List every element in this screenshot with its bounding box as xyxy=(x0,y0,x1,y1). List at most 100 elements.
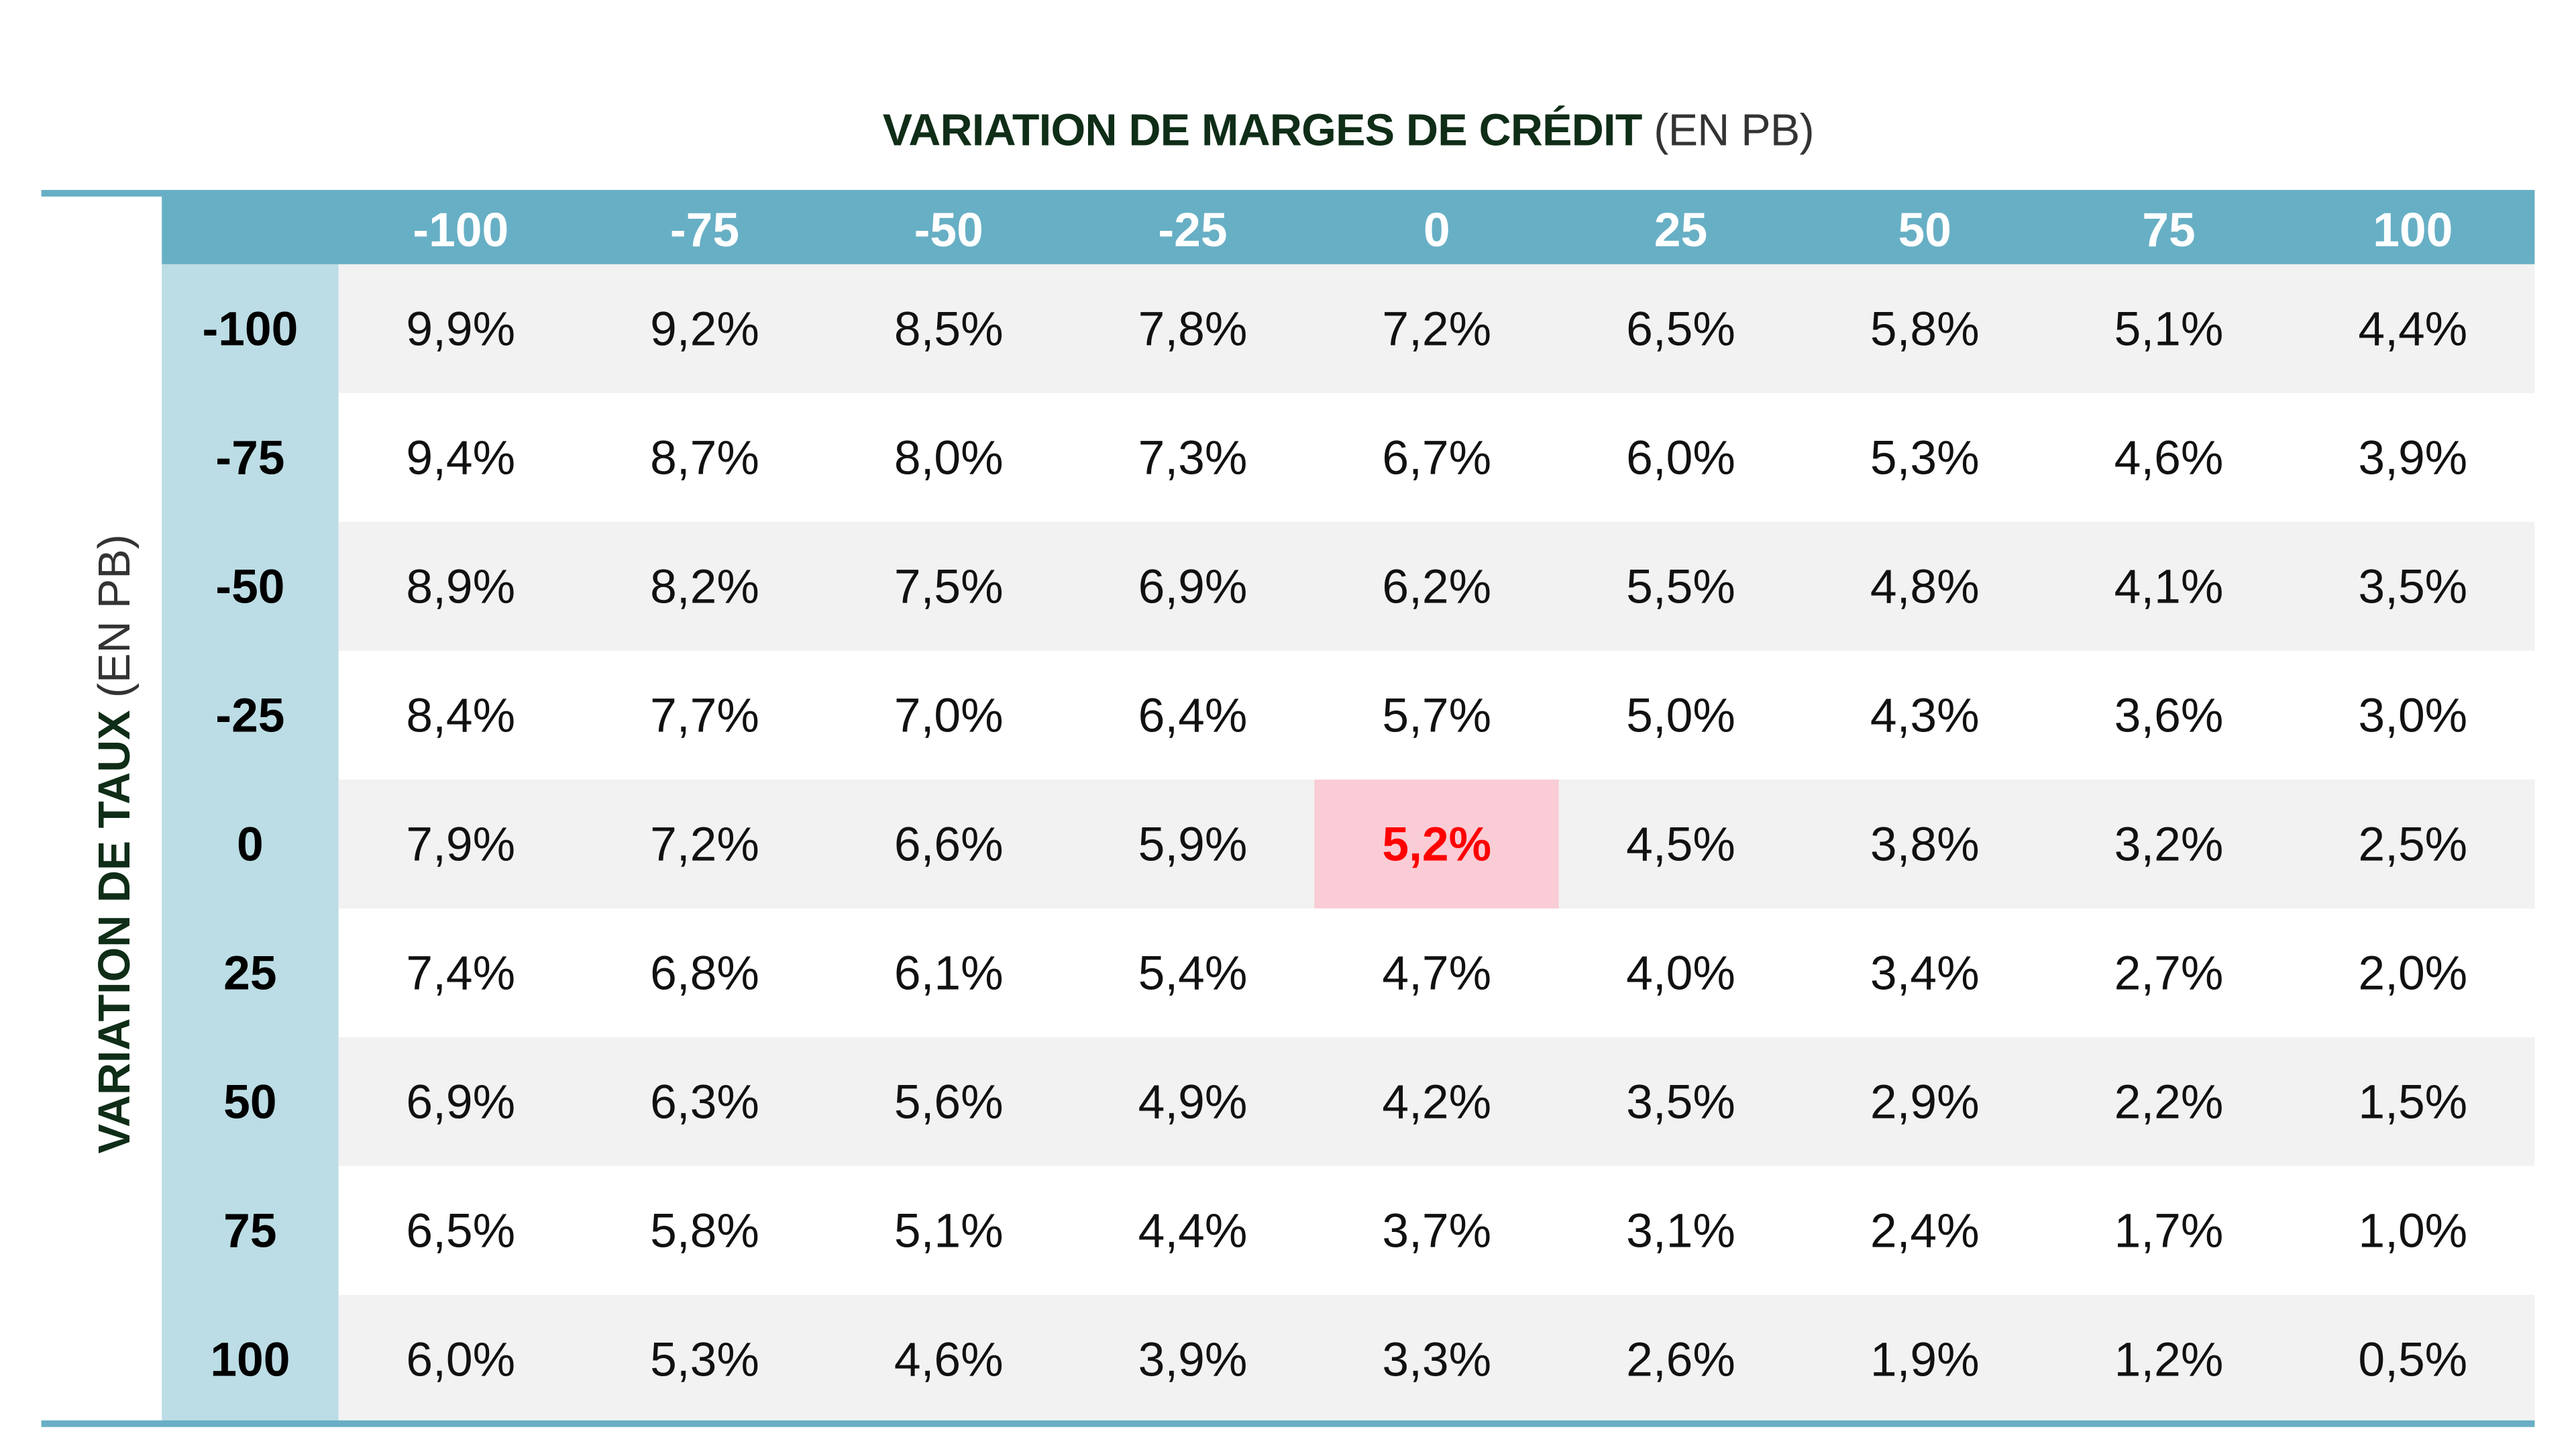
table-cell: 3,1% xyxy=(1626,1205,1735,1259)
table-cell: 6,7% xyxy=(1382,432,1492,486)
table-cell: 9,2% xyxy=(650,303,759,357)
table-cell: 1,9% xyxy=(1870,1334,1980,1388)
table-cell: 6,0% xyxy=(406,1334,516,1388)
table-cell: 7,9% xyxy=(406,819,516,872)
table-cell: 8,0% xyxy=(894,432,1004,486)
table-cell: 4,3% xyxy=(1870,690,1980,743)
table-cell: 4,5% xyxy=(1626,819,1735,872)
table-cell: 2,6% xyxy=(1626,1334,1735,1388)
table-cell: 3,8% xyxy=(1870,819,1980,872)
table-cell: 5,6% xyxy=(894,1076,1004,1130)
column-header: 0 xyxy=(1423,205,1450,258)
column-header: -75 xyxy=(669,205,740,258)
table-cell: 2,0% xyxy=(2358,947,2468,1001)
table-cell: 5,3% xyxy=(650,1334,759,1388)
table-cell: 6,6% xyxy=(894,819,1004,872)
table-cell: 3,4% xyxy=(1870,947,1980,1001)
table-cell: 6,4% xyxy=(1138,690,1248,743)
table-cell: 3,5% xyxy=(1626,1076,1735,1130)
table-cell: 4,0% xyxy=(1626,947,1735,1001)
table-cell: 8,2% xyxy=(650,561,759,615)
table-cell: 1,5% xyxy=(2358,1076,2468,1130)
table-row: 7,4% 6,8% 6,1% 5,4% 4,7% 4,0% 3,4% 2,7% 2,0% xyxy=(339,909,2535,1037)
table-cell: 5,5% xyxy=(1626,561,1735,615)
bottom-rule xyxy=(41,1420,2535,1427)
table-cell: 6,5% xyxy=(406,1205,516,1259)
row-header: -50 xyxy=(215,561,285,615)
table-cell: 8,5% xyxy=(894,303,1004,357)
table-cell: 3,2% xyxy=(2114,819,2224,872)
table-cell: 8,7% xyxy=(650,432,759,486)
row-header: 50 xyxy=(223,1076,277,1130)
table-row: 6,5% 5,8% 5,1% 4,4% 3,7% 3,1% 2,4% 1,7% 1,0% xyxy=(339,1166,2535,1295)
table-cell: 4,4% xyxy=(2358,303,2468,357)
table-cell: 5,3% xyxy=(1870,432,1980,486)
table-cell: 7,8% xyxy=(1138,303,1248,357)
table-cell: 2,9% xyxy=(1870,1076,1980,1130)
column-axis-title-bold: VARIATION DE MARGES DE CRÉDIT xyxy=(882,105,1643,156)
table-cell: 5,4% xyxy=(1138,947,1248,1001)
table-row: 9,4% 8,7% 8,0% 7,3% 6,7% 6,0% 5,3% 4,6% 3,9% xyxy=(339,393,2535,522)
table-cell: 4,8% xyxy=(1870,561,1980,615)
column-header: -25 xyxy=(1158,205,1228,258)
table-cell: 9,4% xyxy=(406,432,516,486)
table-cell: 7,4% xyxy=(406,947,516,1001)
table-cell: 5,8% xyxy=(1870,303,1980,357)
column-axis-title-unit: (EN PB) xyxy=(1642,105,1814,156)
table-cell: 6,8% xyxy=(650,947,759,1001)
table-cell: 7,7% xyxy=(650,690,759,743)
highlighted-cell: 5,2% xyxy=(1314,779,1559,909)
table-cell: 6,2% xyxy=(1382,561,1492,615)
table-cell: 3,9% xyxy=(2358,432,2468,486)
column-header: 100 xyxy=(2373,205,2453,258)
row-header-column xyxy=(162,264,339,1424)
row-header: 25 xyxy=(223,947,277,1001)
table-cell: 7,2% xyxy=(1382,303,1492,357)
table-row: 9,9% 9,2% 8,5% 7,8% 7,2% 6,5% 5,8% 5,1% 4,4% xyxy=(338,264,2535,393)
table-row: 8,9% 8,2% 7,5% 6,9% 6,2% 5,5% 4,8% 4,1% 3,5% xyxy=(338,521,2535,651)
table-row: 7,9% 7,2% 6,6% 5,9% 5,2% 4,5% 3,8% 3,2% 2,5% xyxy=(338,779,2535,909)
table-cell: 7,2% xyxy=(650,819,759,872)
table-cell: 5,0% xyxy=(1626,690,1735,743)
table-cell: 4,6% xyxy=(2114,432,2224,486)
row-axis-title-unit: (EN PB) xyxy=(90,534,140,711)
table-cell: 5,9% xyxy=(1138,819,1248,872)
row-header: 0 xyxy=(237,819,264,872)
column-axis-title: VARIATION DE MARGES DE CRÉDIT (EN PB) xyxy=(162,106,2534,157)
table-cell: 7,5% xyxy=(894,561,1004,615)
table-cell: 6,3% xyxy=(650,1076,759,1130)
column-header: -50 xyxy=(914,205,983,258)
table-cell: 1,2% xyxy=(2114,1334,2224,1388)
column-header-row: -100 -75 -50 -25 0 25 50 75 100 xyxy=(162,193,2535,264)
table-cell: 9,9% xyxy=(406,303,516,357)
table-cell: 2,5% xyxy=(2358,819,2468,872)
table-cell: 5,1% xyxy=(894,1205,1004,1259)
table-cell: 1,0% xyxy=(2358,1205,2468,1259)
column-header: 50 xyxy=(1898,205,1951,258)
row-axis-title: VARIATION DE TAUX (EN PB) xyxy=(90,534,141,1153)
table-cell: 3,5% xyxy=(2358,561,2468,615)
table-cell: 0,5% xyxy=(2358,1334,2468,1388)
table-cell: 6,9% xyxy=(1138,561,1248,615)
row-header: -100 xyxy=(202,303,299,357)
table-cell: 3,6% xyxy=(2114,690,2224,743)
column-header: 75 xyxy=(2142,205,2196,258)
table-cell: 5,8% xyxy=(650,1205,759,1259)
table-cell: 4,4% xyxy=(1138,1205,1248,1259)
table-cell: 3,0% xyxy=(2358,690,2468,743)
table-cell: 5,1% xyxy=(2114,303,2224,357)
table-cell: 2,4% xyxy=(1870,1205,1980,1259)
table-cell: 3,9% xyxy=(1138,1334,1248,1388)
table-cell: 2,2% xyxy=(2114,1076,2224,1130)
column-header: 25 xyxy=(1654,205,1708,258)
table-cell: 8,4% xyxy=(406,690,516,743)
table-cell: 5,7% xyxy=(1382,690,1492,743)
table-cell: 6,0% xyxy=(1626,432,1735,486)
row-header: -25 xyxy=(215,690,285,743)
table-cell: 6,5% xyxy=(1626,303,1735,357)
row-header: 100 xyxy=(210,1334,290,1388)
row-header: 75 xyxy=(223,1205,277,1259)
table-cell: 6,1% xyxy=(894,947,1004,1001)
table-cell: 8,9% xyxy=(406,561,516,615)
table-cell: 3,3% xyxy=(1382,1334,1492,1388)
